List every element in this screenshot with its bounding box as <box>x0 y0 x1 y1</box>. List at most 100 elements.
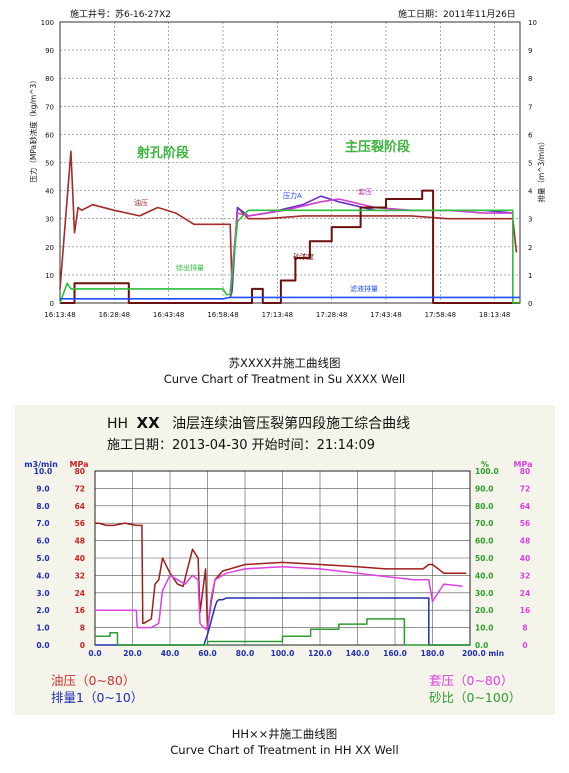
chart1-y-tick-right: 9 <box>528 47 532 55</box>
chart2-y-tick-pct: 90.0 <box>475 484 494 493</box>
chart1-x-tick: 17:13:48 <box>262 311 293 319</box>
chart1-label-oil-pressure: 油压 <box>134 198 148 207</box>
chart2-y-tick-mpa-left: 0 <box>80 641 85 650</box>
chart2-x-tick: 200.0 min <box>462 649 504 658</box>
chart1-axes: 0 10 20 30 40 50 60 70 80 90 100 0 1 2 3 4 5 6 7 8 9 10 16:13:… <box>41 19 537 319</box>
chart1-label-filtrate-rate: 滤液排量 <box>350 284 378 293</box>
chart2-y-tick-pct: 50.0 <box>475 554 494 563</box>
chart2-title: HH XX 油层连续油管压裂第四段施工综合曲线 <box>107 414 410 432</box>
chart1-y-tick-left: 30 <box>45 216 54 224</box>
chart1-y-label-sand: 砂浓度（kg/m^3） <box>28 76 38 144</box>
chart2-y-tick-mpa-right: 40 <box>520 554 530 563</box>
chart2-y-tick-m3min: 0.0 <box>36 641 49 650</box>
chart1-y-tick-right: 5 <box>528 160 532 168</box>
chart1-series-line <box>59 209 520 304</box>
chart2-title-prefix: HH <box>107 416 128 432</box>
chart1-y-tick-right: 3 <box>528 216 532 224</box>
chart2-y-tick-pct: 80.0 <box>475 502 494 511</box>
chart1-y-tick-right: 6 <box>528 131 533 139</box>
caption-su-well-en: Curve Chart of Treatment in Su XXXX Well <box>163 372 406 386</box>
chart1-y-label-rate: 排量（m^3/min） <box>536 137 546 202</box>
chart2-y-tick-mpa-left: 8 <box>80 624 85 633</box>
chart1-y-tick-left: 100 <box>41 19 54 27</box>
chart2-x-tick: 0.0 <box>88 649 101 658</box>
chart2-y-tick-mpa-left: 24 <box>75 589 85 598</box>
chart1-y-tick-left: 0 <box>50 300 54 308</box>
chart2-y-tick-mpa-right: 0 <box>522 641 527 650</box>
chart1-label-pressure-a: 压力A <box>283 191 302 200</box>
chart2-axes: 0.0 0 0.0 01.0 8 10.0 82.0 16 20.0 163.0 24 30.0 244… <box>34 467 530 658</box>
chart2-y-tick-m3min: 10.0 <box>34 467 53 476</box>
chart1-x-tick: 16:13:48 <box>44 311 75 319</box>
chart2-y-tick-m3min: 4.0 <box>36 571 49 580</box>
chart2-series-line <box>95 597 470 646</box>
chart1-header-left: 施工井号：苏6-16-27X2 <box>70 8 171 20</box>
chart1-y-tick-right: 2 <box>528 244 532 252</box>
chart2-y-tick-mpa-right: 64 <box>520 502 530 511</box>
chart2-y-tick-m3min: 3.0 <box>36 589 49 598</box>
chart1-grid <box>59 21 520 304</box>
chart-hh-well: HH XX 油层连续油管压裂第四段施工综合曲线 施工日期：2013-04-30 … <box>15 405 555 715</box>
chart1-y-tick-right: 4 <box>528 188 533 196</box>
chart2-y-tick-m3min: 5.0 <box>36 554 49 563</box>
chart2-y-tick-mpa-left: 64 <box>75 502 85 511</box>
chart1-y-tick-right: 7 <box>528 103 532 111</box>
chart1-y-tick-right: 10 <box>528 19 537 27</box>
chart2-legend-rate: 排量1（0~10） <box>51 690 143 705</box>
chart2-legend-oil-pressure: 油压（0~80） <box>51 673 135 688</box>
chart1-series-line <box>60 296 520 300</box>
chart2-title-bold: XX <box>137 414 161 432</box>
chart1-x-tick: 17:58:48 <box>425 311 456 319</box>
chart1-annotation-main-frac: 主压裂阶段 <box>345 139 410 155</box>
chart2-y-tick-m3min: 7.0 <box>36 519 49 528</box>
chart2-y-tick-m3min: 1.0 <box>36 624 49 633</box>
chart2-y-tick-pct: 10.0 <box>475 624 494 633</box>
chart1-plot-frame <box>59 21 521 304</box>
chart2-y-tick-pct: 30.0 <box>475 589 494 598</box>
chart1-x-tick: 18:13:48 <box>479 311 510 319</box>
chart2-y-tick-pct: 40.0 <box>475 571 494 580</box>
chart2-x-tick: 80.0 <box>236 649 255 658</box>
chart1-label-sand-conc: 砂浓度 <box>293 252 314 261</box>
chart-su-well: 0 10 20 30 40 50 60 70 80 90 100 0 1 2 3 4 5 6 7 8 9 10 16:13:… <box>28 8 546 319</box>
chart1-series <box>59 150 520 304</box>
chart2-y-tick-mpa-right: 32 <box>520 571 530 580</box>
chart2-y-tick-mpa-right: 48 <box>520 537 530 546</box>
chart2-y-tick-mpa-right: 24 <box>520 589 530 598</box>
chart2-x-tick: 20.0 <box>123 649 142 658</box>
chart2-y-tick-mpa-right: 72 <box>520 484 530 493</box>
chart2-x-tick: 140.0 <box>346 649 370 658</box>
chart2-series-line <box>95 522 467 631</box>
chart2-unit-mpa-right: MPa <box>513 460 532 469</box>
chart2-y-tick-m3min: 6.0 <box>36 537 49 546</box>
chart2-series-line <box>95 565 463 631</box>
chart1-y-label-pressure: 压力（MPa） <box>28 137 38 182</box>
chart1-label-output-rate: 综出排量 <box>176 263 204 272</box>
chart2-legend-casing-pressure: 套压（0~80） <box>429 673 513 688</box>
chart1-y-tick-left: 10 <box>45 272 54 280</box>
chart1-y-tick-right: 8 <box>528 75 532 83</box>
chart2-y-tick-mpa-right: 16 <box>520 606 530 615</box>
chart2-unit-mpa-left: MPa <box>69 460 88 469</box>
chart1-label-casing-pressure: 套压 <box>358 187 372 196</box>
chart2-y-tick-m3min: 9.0 <box>36 484 49 493</box>
chart2-x-tick: 180.0 <box>421 649 445 658</box>
chart2-x-tick: 160.0 <box>383 649 407 658</box>
chart1-x-tick: 17:43:48 <box>370 311 401 319</box>
chart2-unit-m3min: m3/min <box>24 460 58 469</box>
chart1-y-tick-right: 1 <box>528 272 532 280</box>
chart1-x-tick: 16:28:48 <box>99 311 130 319</box>
chart1-x-tick: 16:43:48 <box>153 311 184 319</box>
chart1-y-tick-left: 40 <box>45 188 54 196</box>
chart2-y-tick-mpa-right: 56 <box>520 519 530 528</box>
chart1-y-tick-left: 60 <box>45 131 54 139</box>
chart1-x-tick: 17:28:48 <box>316 311 347 319</box>
chart1-x-tick: 16:58:48 <box>207 311 238 319</box>
chart2-y-tick-pct: 20.0 <box>475 606 494 615</box>
chart2-y-tick-mpa-right: 80 <box>520 467 530 476</box>
chart1-series-line <box>60 189 520 304</box>
chart1-y-tick-left: 50 <box>45 160 54 168</box>
chart2-subtitle: 施工日期：2013-04-30 开始时间：21:14:09 <box>107 438 375 453</box>
chart2-y-tick-pct: 70.0 <box>475 519 494 528</box>
chart2-legend-sand-ratio: 砂比（0~100） <box>429 690 521 705</box>
